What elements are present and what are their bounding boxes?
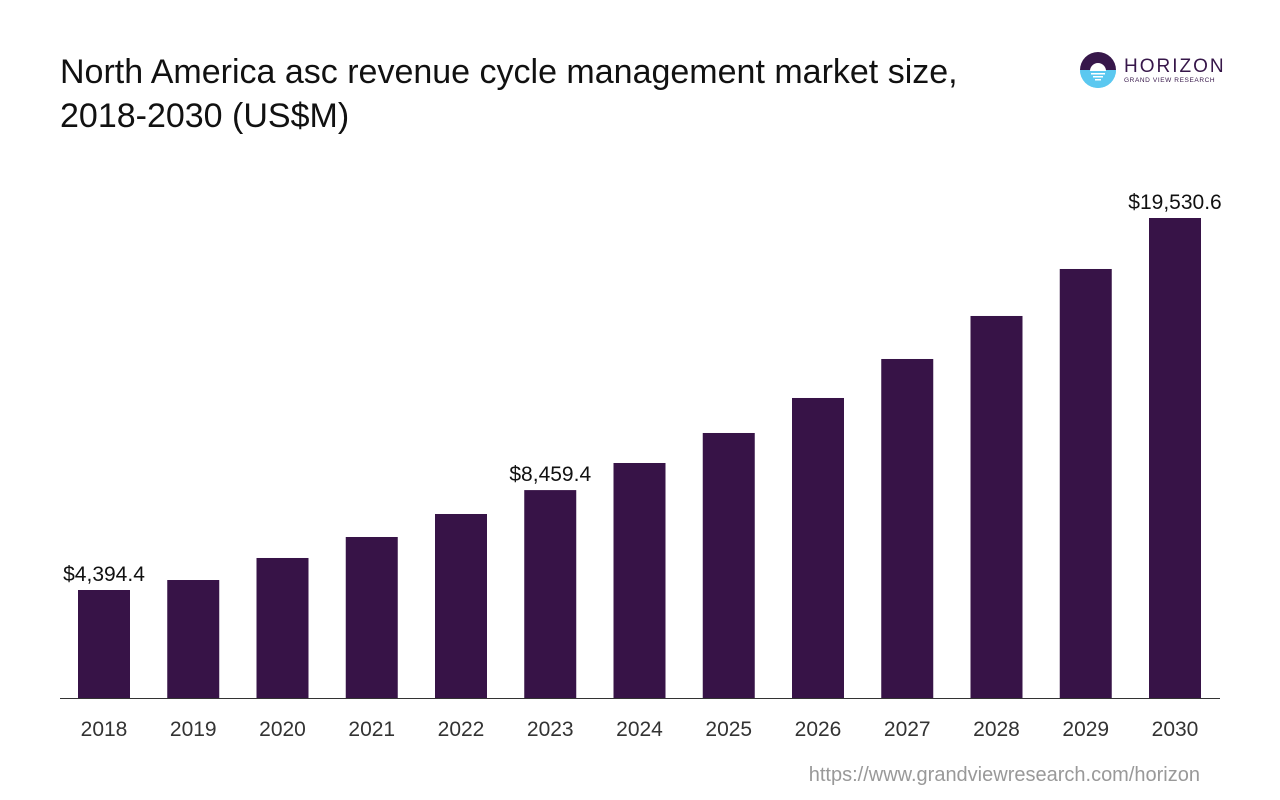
x-tick-label: 2029: [1062, 718, 1109, 741]
x-tick-label: 2022: [438, 718, 485, 741]
x-tick-label: 2018: [81, 718, 128, 741]
bar-2030: [1149, 218, 1201, 698]
logo-main-text: HORIZON: [1124, 55, 1226, 77]
x-tick-label: 2025: [705, 718, 752, 741]
horizon-logo-icon: [1080, 52, 1116, 88]
data-label: $4,394.4: [63, 563, 145, 586]
bar-2021: [345, 536, 398, 698]
x-tick-label: 2026: [795, 718, 842, 741]
x-tick-label: 2021: [348, 718, 395, 741]
bar-2025: [702, 432, 755, 698]
bar-2026: [792, 397, 844, 698]
data-label: $19,530.6: [1128, 191, 1221, 214]
x-tick-label: 2020: [259, 718, 306, 741]
bar-2028: [970, 315, 1023, 698]
x-tick-label: 2030: [1152, 718, 1199, 741]
bar-2018: [78, 589, 130, 698]
x-tick-label: 2023: [527, 718, 574, 741]
x-tick-label: 2024: [616, 718, 663, 741]
chart-title: North America asc revenue cycle manageme…: [60, 53, 958, 135]
logo-sub-text: GRAND VIEW RESEARCH: [1124, 76, 1216, 84]
bar-2022: [435, 513, 487, 698]
bar-2019: [167, 580, 220, 698]
bar-2024: [613, 462, 666, 698]
bar-2020: [256, 557, 309, 698]
bar-2027: [881, 358, 934, 698]
horizon-logo: HORIZON GRAND VIEW RESEARCH: [1080, 52, 1226, 88]
data-label: $8,459.4: [509, 463, 591, 486]
bar-2023: [524, 490, 577, 698]
x-tick-label: 2028: [973, 718, 1020, 741]
bar-2029: [1059, 268, 1112, 698]
x-tick-label: 2019: [170, 718, 217, 741]
x-tick-label: 2027: [884, 718, 931, 741]
source-url[interactable]: https://www.grandviewresearch.com/horizo…: [808, 764, 1200, 786]
